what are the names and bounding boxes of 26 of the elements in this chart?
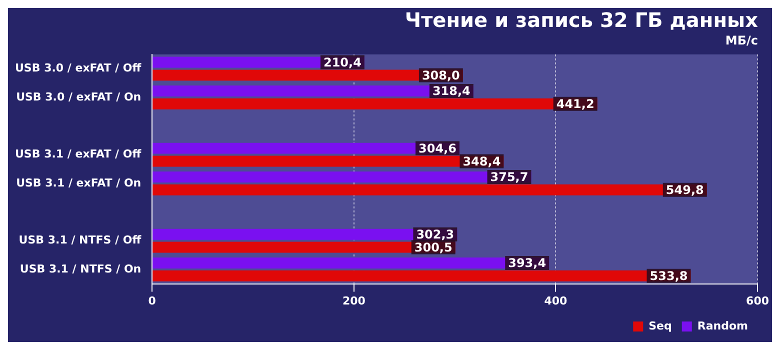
data-label: 304,6 bbox=[418, 141, 456, 156]
legend-label: Random bbox=[697, 319, 748, 332]
data-label: 393,4 bbox=[508, 256, 546, 270]
x-tick-label: 0 bbox=[148, 294, 156, 308]
data-label: 210,4 bbox=[323, 55, 362, 70]
data-label: 302,3 bbox=[416, 227, 454, 242]
data-label: 375,7 bbox=[490, 170, 528, 184]
data-label: 549,8 bbox=[666, 183, 704, 198]
legend-label: Seq bbox=[648, 319, 672, 332]
y-tick-label: USB 3.1 / exFAT / Off bbox=[15, 148, 142, 161]
x-tick-label: 400 bbox=[544, 294, 568, 308]
chart-title: Чтение и запись 32 ГБ данных bbox=[404, 8, 758, 32]
y-tick-label: USB 3.0 / exFAT / On bbox=[16, 90, 142, 104]
data-label: 308,0 bbox=[422, 68, 460, 82]
y-tick-label: USB 3.1 / NTFS / Off bbox=[18, 234, 142, 247]
data-label: 318,4 bbox=[432, 84, 470, 98]
chart-subtitle: МБ/с bbox=[725, 33, 758, 48]
data-label: 348,4 bbox=[462, 154, 501, 168]
data-label: 533,8 bbox=[650, 269, 688, 284]
x-tick-label: 200 bbox=[342, 294, 366, 308]
data-label: 441,2 bbox=[556, 96, 594, 111]
data-label: 300,5 bbox=[414, 240, 452, 254]
x-tick-label: 600 bbox=[746, 294, 770, 308]
y-tick-label: USB 3.0 / exFAT / Off bbox=[15, 62, 142, 75]
y-tick-label: USB 3.1 / exFAT / On bbox=[16, 176, 142, 190]
y-tick-label: USB 3.1 / NTFS / On bbox=[20, 262, 142, 276]
